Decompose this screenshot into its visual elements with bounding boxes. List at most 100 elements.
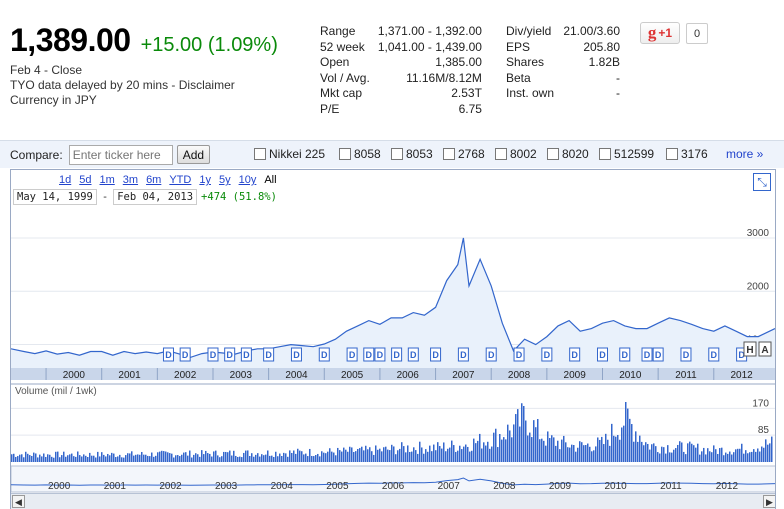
volume-bar <box>341 451 343 462</box>
checkbox-icon[interactable] <box>666 148 678 160</box>
volume-bar <box>393 446 395 462</box>
dividend-flag[interactable] <box>708 347 720 362</box>
zoom-6m[interactable]: 6m <box>146 174 162 186</box>
compare-ticker-input[interactable] <box>68 144 173 165</box>
scroll-right-icon[interactable]: ▶ <box>763 495 775 508</box>
dividend-flag[interactable] <box>391 347 403 362</box>
volume-bar <box>235 455 237 462</box>
add-compare-button[interactable]: Add <box>176 145 211 164</box>
dividend-flag[interactable] <box>240 347 252 362</box>
compare-checkbox[interactable]: 8002 <box>495 147 537 161</box>
volume-bar <box>575 451 577 462</box>
volume-bar <box>431 451 433 462</box>
compare-checkbox[interactable]: 8053 <box>391 147 433 161</box>
expand-chart-icon[interactable]: ⤡ <box>753 173 771 191</box>
dividend-flag[interactable] <box>363 347 375 362</box>
dividend-flag-label: D <box>571 350 578 360</box>
volume-bar <box>765 439 767 462</box>
compare-checkbox[interactable]: 3176 <box>666 147 708 161</box>
timeline-scrollbar[interactable]: ◀ ▶ <box>11 493 775 509</box>
scroll-left-icon[interactable]: ◀ <box>12 495 25 508</box>
volume-bar <box>383 447 385 462</box>
dividend-flag[interactable] <box>318 347 330 362</box>
volume-bar <box>351 447 353 462</box>
checkbox-icon[interactable] <box>339 148 351 160</box>
zoom-10y[interactable]: 10y <box>238 174 257 186</box>
zoom-ytd[interactable]: YTD <box>169 174 192 186</box>
volume-bar <box>531 437 533 462</box>
dividend-flag[interactable] <box>179 347 191 362</box>
checkbox-icon[interactable] <box>391 148 403 160</box>
volume-bar <box>463 446 465 462</box>
volume-bar <box>409 451 411 462</box>
dividend-flag[interactable] <box>207 347 219 362</box>
dividend-flag[interactable] <box>485 347 497 362</box>
dividend-flag[interactable] <box>457 347 469 362</box>
dividend-flag-label: D <box>165 350 172 360</box>
volume-bar <box>423 453 425 462</box>
delay-disclaimer[interactable]: TYO data delayed by 20 mins - Disclaimer <box>10 78 235 92</box>
zoom-5d[interactable]: 5d <box>79 174 92 186</box>
dividend-flag[interactable] <box>680 347 692 362</box>
zoom-5y[interactable]: 5y <box>218 174 231 186</box>
checkbox-icon[interactable] <box>254 148 266 160</box>
zoom-3m[interactable]: 3m <box>122 174 139 186</box>
range-start-date[interactable]: May 14, 1999 <box>13 189 97 205</box>
dividend-flag[interactable] <box>430 347 442 362</box>
volume-bar <box>323 452 325 462</box>
more-compare-link[interactable]: more » <box>726 147 764 161</box>
stat-label: Vol / Avg. <box>320 70 370 85</box>
volume-bar <box>39 454 41 462</box>
zoom-1d[interactable]: 1d <box>59 174 72 186</box>
dividend-flag[interactable] <box>541 347 553 362</box>
dividend-flag-label: D <box>460 350 467 360</box>
dividend-flag[interactable] <box>569 347 581 362</box>
volume-bar <box>613 435 615 462</box>
compare-checkbox[interactable]: 512599 <box>599 147 654 161</box>
dividend-flag[interactable] <box>346 347 358 362</box>
overview-year-label: 2009 <box>549 481 572 492</box>
volume-bar <box>13 453 15 462</box>
google-plus-one-button[interactable]: g +1 <box>640 22 680 44</box>
zoom-all[interactable]: All <box>264 174 277 186</box>
zoom-1y[interactable]: 1y <box>199 174 211 186</box>
checkbox-icon[interactable] <box>599 148 611 160</box>
volume-bar <box>479 433 481 462</box>
dividend-flag[interactable] <box>407 347 419 362</box>
dividend-flag[interactable] <box>652 347 664 362</box>
volume-bar <box>433 444 435 462</box>
compare-checkbox[interactable]: 8058 <box>339 147 381 161</box>
volume-bar <box>371 451 373 462</box>
news-flag-label: A <box>761 345 768 356</box>
news-flag[interactable] <box>758 341 772 357</box>
dividend-flag[interactable] <box>263 347 275 362</box>
compare-checkbox[interactable]: Nikkei 225 <box>254 147 325 161</box>
dividend-flag[interactable] <box>224 347 236 362</box>
volume-bar <box>311 455 313 462</box>
dividend-flag[interactable] <box>374 347 386 362</box>
volume-bar <box>117 456 119 462</box>
dividend-flag[interactable] <box>619 347 631 362</box>
compare-checkbox[interactable]: 2768 <box>443 147 485 161</box>
volume-bar <box>335 455 337 462</box>
range-end-date[interactable]: Feb 04, 2013 <box>113 189 198 205</box>
compare-checkbox[interactable]: 8020 <box>547 147 589 161</box>
news-flag[interactable] <box>743 341 757 357</box>
volume-bar <box>725 452 727 462</box>
dividend-flag[interactable] <box>641 347 653 362</box>
dividend-flag[interactable] <box>513 347 525 362</box>
dividend-flag[interactable] <box>162 347 174 362</box>
zoom-1m[interactable]: 1m <box>99 174 115 186</box>
checkbox-icon[interactable] <box>547 148 559 160</box>
dividend-flag[interactable] <box>597 347 609 362</box>
news-flag-label: H <box>746 345 753 356</box>
volume-bar <box>723 455 725 462</box>
checkbox-icon[interactable] <box>443 148 455 160</box>
volume-bar <box>441 448 443 462</box>
volume-bar <box>699 454 701 462</box>
year-label: 2007 <box>452 370 475 381</box>
checkbox-icon[interactable] <box>495 148 507 160</box>
dividend-flag[interactable] <box>290 347 302 362</box>
volume-bar <box>585 444 587 462</box>
volume-bar <box>207 453 209 462</box>
